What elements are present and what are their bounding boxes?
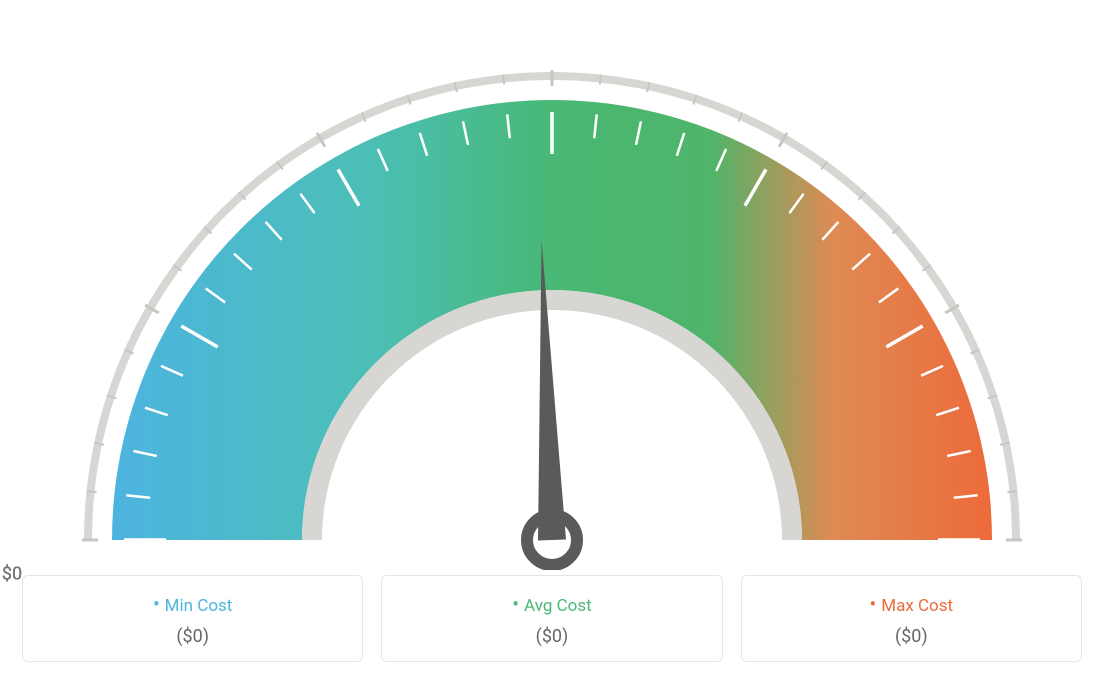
gauge-svg (12, 10, 1092, 570)
legend-min-value: ($0) (23, 626, 362, 647)
gauge-area: $0$0$0$0$0$0$0 (12, 10, 1092, 570)
legend-row: Min Cost ($0) Avg Cost ($0) Max Cost ($0… (22, 575, 1082, 662)
legend-max-value: ($0) (742, 626, 1081, 647)
legend-min-title: Min Cost (23, 592, 362, 616)
legend-avg-value: ($0) (382, 626, 721, 647)
legend-avg-title: Avg Cost (382, 592, 721, 616)
legend-max-title: Max Cost (742, 592, 1081, 616)
legend-card-min: Min Cost ($0) (22, 575, 363, 662)
gauge-tick-label: $0 (2, 564, 22, 585)
legend-card-max: Max Cost ($0) (741, 575, 1082, 662)
gauge-cost-chart: $0$0$0$0$0$0$0 Min Cost ($0) Avg Cost ($… (0, 0, 1104, 690)
legend-card-avg: Avg Cost ($0) (381, 575, 722, 662)
